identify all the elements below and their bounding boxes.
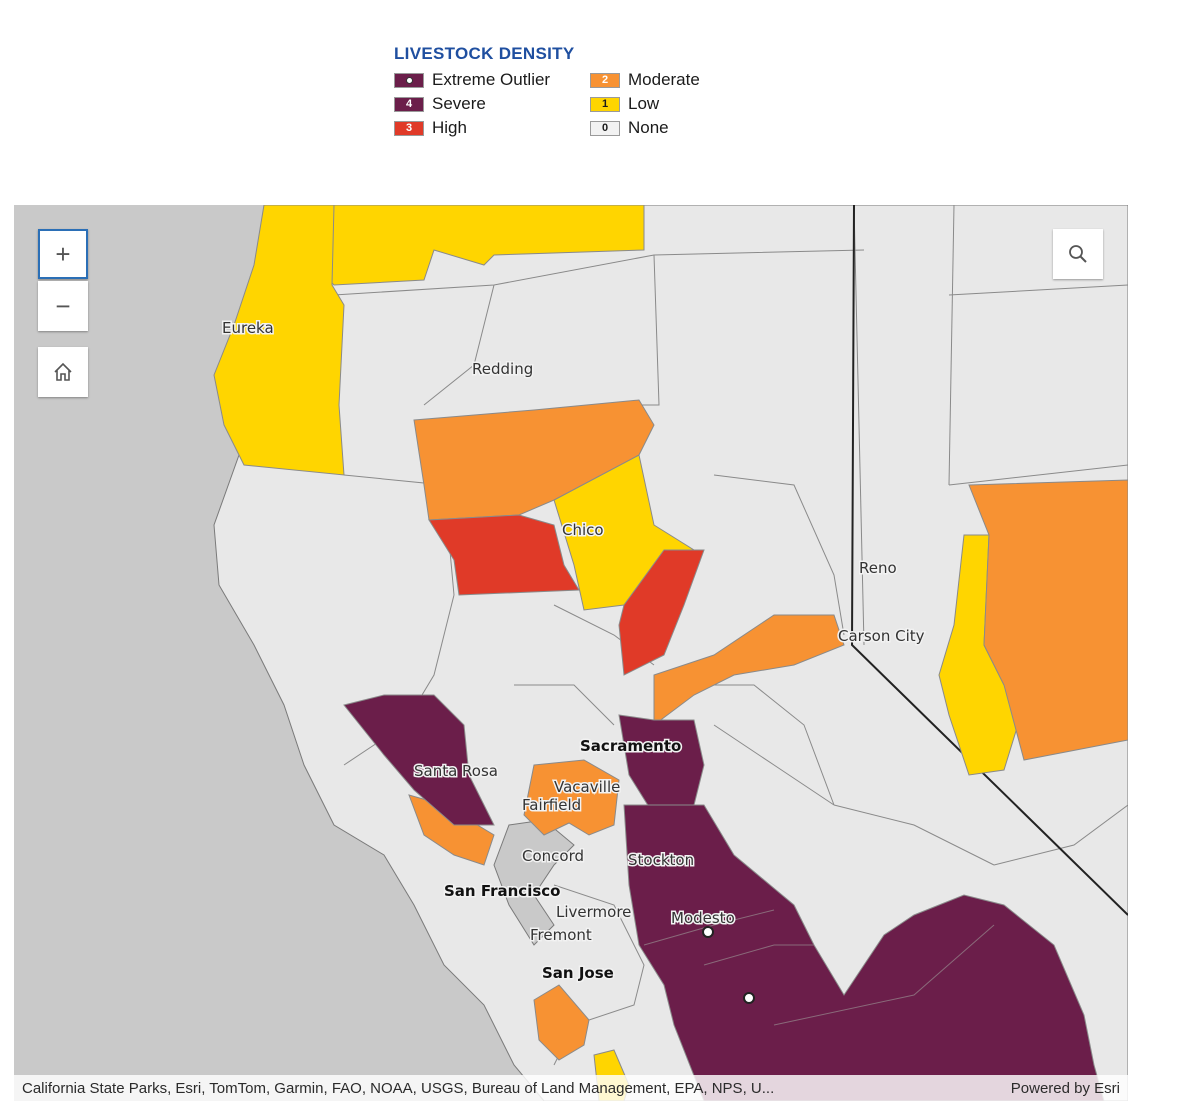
city-label: Redding xyxy=(472,360,533,378)
county-low-humboldt xyxy=(213,205,345,476)
none-swatch: 0 xyxy=(590,120,620,136)
extreme-outlier-swatch xyxy=(394,72,424,88)
powered-by-esri[interactable]: Powered by Esri xyxy=(1010,1079,1120,1097)
county-high-glenn xyxy=(428,514,580,596)
legend-item-none: 0 None xyxy=(590,116,669,140)
search-button[interactable] xyxy=(1053,229,1103,279)
plus-icon: + xyxy=(55,238,71,269)
moderate-swatch: 2 xyxy=(590,72,620,88)
legend-label: High xyxy=(432,118,467,137)
severe-internal-lines xyxy=(643,909,995,1026)
outlier-dot-icon xyxy=(405,76,413,84)
search-icon xyxy=(1069,245,1087,263)
county-moderate-placer xyxy=(653,614,845,726)
legend-title: LIVESTOCK DENSITY xyxy=(394,44,575,63)
city-label: Concord xyxy=(522,847,584,865)
county-severe-sacramento xyxy=(618,714,705,816)
map-attribution: California State Parks, Esri, TomTom, Ga… xyxy=(14,1075,1128,1101)
city-label: Eureka xyxy=(222,319,274,337)
legend-item-moderate: 2 Moderate xyxy=(590,68,700,92)
city-label: San Jose xyxy=(542,964,614,982)
map-view[interactable]: Eureka Redding Chico Reno Carson City Sa… xyxy=(14,205,1128,1101)
home-button[interactable] xyxy=(38,347,88,397)
zoom-in-button[interactable]: + xyxy=(38,229,88,279)
county-moderate-santacruz xyxy=(533,984,590,1061)
legend-items: Extreme Outlier 4 Severe 3 High 2 Modera… xyxy=(394,68,734,140)
legend-label: Low xyxy=(628,94,660,113)
minus-icon: − xyxy=(55,290,71,321)
legend-item-high: 3 High xyxy=(394,116,467,140)
legend: LIVESTOCK DENSITY Extreme Outlier 4 Seve… xyxy=(394,44,734,140)
attribution-credits[interactable]: California State Parks, Esri, TomTom, Ga… xyxy=(22,1079,775,1097)
low-swatch: 1 xyxy=(590,96,620,112)
city-labels: Eureka Redding Chico Reno Carson City Sa… xyxy=(221,318,927,984)
county-moderate-solano xyxy=(523,759,620,836)
city-label: Livermore xyxy=(556,903,631,921)
extreme-outlier-marker xyxy=(702,926,714,938)
legend-label: None xyxy=(628,118,669,137)
legend-item-severe: 4 Severe xyxy=(394,92,486,116)
city-label: Chico xyxy=(562,521,604,539)
severe-swatch: 4 xyxy=(394,96,424,112)
city-label: San Francisco xyxy=(444,882,560,900)
county-moderate-nv-east xyxy=(968,479,1128,761)
city-label: Sacramento xyxy=(580,737,681,755)
county-severe-central xyxy=(623,804,1105,1101)
bay-water xyxy=(493,819,575,946)
city-label: Fairfield xyxy=(522,796,581,814)
home-icon xyxy=(54,362,72,381)
city-label: Fremont xyxy=(530,926,592,944)
city-label: Vacaville xyxy=(554,778,620,796)
zoom-out-button[interactable]: − xyxy=(38,281,88,331)
county-high-sutter xyxy=(618,549,705,676)
legend-label: Moderate xyxy=(628,70,700,89)
city-label: Carson City xyxy=(838,627,925,645)
legend-item-extreme-outlier: Extreme Outlier xyxy=(394,68,550,92)
high-swatch: 3 xyxy=(394,120,424,136)
county-severe-sonoma xyxy=(343,694,495,826)
city-label: Stockton xyxy=(628,851,694,869)
city-label: Reno xyxy=(859,559,897,577)
city-label: Santa Rosa xyxy=(414,762,498,780)
state-boundary xyxy=(850,205,1128,916)
legend-item-low: 1 Low xyxy=(590,92,659,116)
city-label: Modesto xyxy=(671,909,735,927)
county-moderate-tehama xyxy=(413,399,655,521)
extreme-outlier-marker xyxy=(743,992,755,1004)
legend-label: Severe xyxy=(432,94,486,113)
county-map[interactable]: Eureka Redding Chico Reno Carson City Sa… xyxy=(14,205,1128,1101)
legend-label: Extreme Outlier xyxy=(432,70,551,89)
